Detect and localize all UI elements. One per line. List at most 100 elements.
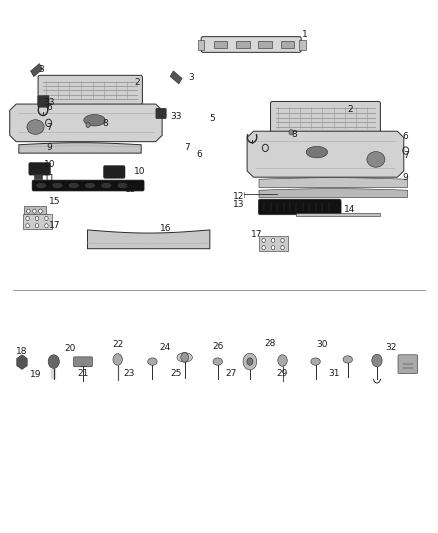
FancyBboxPatch shape bbox=[271, 101, 380, 133]
Bar bbox=[24, 206, 46, 216]
Text: 7: 7 bbox=[403, 151, 409, 160]
Circle shape bbox=[262, 238, 265, 243]
Text: 13: 13 bbox=[125, 185, 137, 193]
FancyBboxPatch shape bbox=[156, 108, 166, 119]
Polygon shape bbox=[31, 63, 42, 77]
Text: 27: 27 bbox=[225, 369, 236, 378]
Text: 24: 24 bbox=[160, 343, 171, 352]
Text: 18: 18 bbox=[16, 347, 28, 356]
Circle shape bbox=[243, 353, 257, 370]
Text: 15: 15 bbox=[49, 197, 61, 206]
Circle shape bbox=[45, 224, 48, 228]
Circle shape bbox=[272, 246, 275, 250]
Circle shape bbox=[181, 353, 188, 362]
Ellipse shape bbox=[118, 183, 127, 188]
Ellipse shape bbox=[177, 353, 192, 362]
Text: 3: 3 bbox=[188, 73, 194, 82]
FancyBboxPatch shape bbox=[201, 37, 301, 52]
Text: 9: 9 bbox=[46, 143, 52, 152]
Text: 6: 6 bbox=[46, 103, 52, 112]
Text: 8: 8 bbox=[102, 119, 108, 128]
Text: 2: 2 bbox=[347, 106, 353, 114]
Polygon shape bbox=[10, 104, 162, 142]
FancyBboxPatch shape bbox=[74, 357, 92, 367]
Bar bbox=[23, 214, 52, 229]
Text: 1: 1 bbox=[302, 30, 308, 39]
Ellipse shape bbox=[69, 183, 78, 188]
Text: 22: 22 bbox=[112, 341, 124, 349]
Text: 2: 2 bbox=[134, 78, 140, 87]
Circle shape bbox=[278, 355, 287, 366]
Text: 17: 17 bbox=[251, 230, 262, 239]
Circle shape bbox=[262, 246, 265, 250]
Text: 30: 30 bbox=[316, 341, 328, 349]
Bar bbox=[296, 213, 380, 216]
Polygon shape bbox=[247, 131, 404, 177]
FancyBboxPatch shape bbox=[32, 180, 144, 191]
Bar bbox=[259, 236, 288, 251]
Polygon shape bbox=[17, 355, 27, 369]
Circle shape bbox=[26, 224, 29, 228]
Text: 29: 29 bbox=[277, 369, 288, 378]
Circle shape bbox=[247, 358, 253, 365]
Text: 3: 3 bbox=[38, 65, 44, 74]
Circle shape bbox=[35, 224, 39, 228]
Ellipse shape bbox=[84, 115, 105, 126]
Circle shape bbox=[48, 355, 59, 368]
Text: 16: 16 bbox=[159, 224, 171, 233]
Ellipse shape bbox=[367, 151, 385, 167]
Text: 6: 6 bbox=[197, 150, 202, 159]
Circle shape bbox=[281, 246, 284, 250]
Circle shape bbox=[45, 216, 48, 221]
Text: 7: 7 bbox=[46, 123, 52, 132]
Ellipse shape bbox=[36, 183, 46, 188]
FancyBboxPatch shape bbox=[38, 75, 142, 104]
Text: 8: 8 bbox=[291, 131, 297, 139]
FancyBboxPatch shape bbox=[38, 96, 49, 107]
Text: 20: 20 bbox=[64, 344, 75, 353]
Circle shape bbox=[86, 123, 90, 127]
Bar bbox=[300, 41, 306, 50]
Text: 21: 21 bbox=[77, 369, 88, 378]
Text: 23: 23 bbox=[123, 369, 134, 378]
Ellipse shape bbox=[311, 358, 320, 365]
Ellipse shape bbox=[85, 183, 95, 188]
Circle shape bbox=[372, 354, 382, 367]
Ellipse shape bbox=[27, 120, 44, 134]
Text: 12: 12 bbox=[233, 192, 244, 201]
Ellipse shape bbox=[343, 356, 353, 363]
Text: 26: 26 bbox=[212, 342, 223, 351]
FancyBboxPatch shape bbox=[258, 199, 341, 215]
Circle shape bbox=[272, 238, 275, 243]
Circle shape bbox=[33, 209, 36, 213]
Text: 9: 9 bbox=[403, 173, 409, 182]
Text: 17: 17 bbox=[49, 221, 61, 230]
Bar bbox=[35, 174, 42, 179]
Bar bbox=[198, 41, 204, 50]
Text: 5: 5 bbox=[210, 114, 215, 123]
Ellipse shape bbox=[102, 183, 111, 188]
Circle shape bbox=[35, 216, 39, 221]
Text: 28: 28 bbox=[264, 340, 276, 348]
Circle shape bbox=[26, 216, 29, 221]
Text: 11: 11 bbox=[44, 174, 55, 183]
Text: 13: 13 bbox=[233, 200, 244, 209]
Text: 33: 33 bbox=[44, 98, 55, 107]
Text: 33: 33 bbox=[170, 112, 182, 121]
Text: 10: 10 bbox=[44, 160, 55, 169]
Text: 10: 10 bbox=[134, 167, 145, 176]
Ellipse shape bbox=[148, 358, 157, 365]
Bar bbox=[214, 41, 227, 48]
Text: 25: 25 bbox=[170, 369, 182, 378]
Circle shape bbox=[39, 209, 42, 213]
Bar bbox=[281, 41, 294, 48]
Text: 32: 32 bbox=[385, 343, 396, 352]
Text: 19: 19 bbox=[29, 369, 41, 378]
Circle shape bbox=[27, 209, 30, 213]
Text: 7: 7 bbox=[184, 143, 190, 152]
FancyBboxPatch shape bbox=[398, 355, 418, 374]
Bar bbox=[258, 41, 272, 48]
Ellipse shape bbox=[53, 183, 62, 188]
Bar bbox=[236, 41, 250, 48]
FancyBboxPatch shape bbox=[103, 166, 125, 178]
